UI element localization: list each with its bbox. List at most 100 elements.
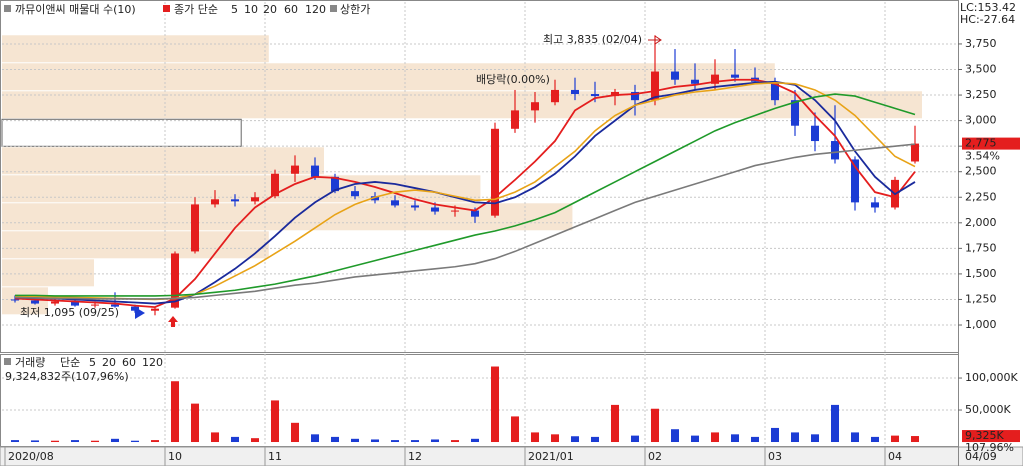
candle-body <box>671 71 679 80</box>
y-tick-label: 100,000K <box>965 371 1018 384</box>
candle-body <box>71 301 79 306</box>
candle-body <box>91 304 99 306</box>
legend-swatch <box>4 5 11 12</box>
candle-body <box>191 204 199 252</box>
volume-bar <box>51 440 59 443</box>
legend-entry: 20 <box>263 3 277 16</box>
volume-profile-bar <box>2 287 48 315</box>
volume-bar <box>351 438 359 443</box>
indicator: LC:153.42 <box>960 1 1016 14</box>
volume-bar <box>851 432 859 443</box>
candle-body <box>831 141 839 160</box>
volume-bar <box>291 422 299 443</box>
volume-profile-bar <box>2 35 269 63</box>
volume-profile-bar <box>2 259 94 287</box>
volume-title: 거래량 <box>15 356 45 369</box>
volume-bar <box>531 432 539 443</box>
volume-bar <box>451 440 459 443</box>
legend-swatch <box>4 358 11 365</box>
legend-swatch <box>163 5 170 12</box>
legend-swatch <box>330 5 337 12</box>
candle-body <box>211 199 219 205</box>
candle-body <box>551 89 559 103</box>
candle-body <box>11 299 19 301</box>
volume-bar <box>311 434 319 443</box>
candle-body <box>231 199 239 202</box>
volume-bar <box>871 436 879 443</box>
y-tick-label: 3,750 <box>965 37 997 50</box>
volume-bar <box>171 381 179 443</box>
volume-profile-bar <box>2 63 775 91</box>
volume-bar <box>731 434 739 443</box>
volume-bar <box>151 440 159 443</box>
volume-bar <box>811 434 819 443</box>
candle-body <box>391 200 399 206</box>
y-tick-label: 1,000 <box>965 318 997 331</box>
candle-body <box>351 191 359 197</box>
x-tick-label: 2020/08 <box>8 450 54 463</box>
candle-body <box>731 74 739 78</box>
x-tick-label: 10 <box>168 450 182 463</box>
y-tick-label: 1,750 <box>965 241 997 254</box>
candle-body <box>611 91 619 97</box>
indicator: HC:-27.64 <box>960 13 1015 26</box>
y-tick-label: 1,500 <box>965 267 997 280</box>
ratio-label: 107.96% <box>965 441 1014 454</box>
candle-body <box>31 300 39 304</box>
volume-profile-bar <box>2 91 922 119</box>
event-arrow <box>168 316 178 327</box>
volume-ma-label: 단순 <box>60 356 80 369</box>
legend-ma-label: 종가 단순 <box>174 3 218 16</box>
candle-body <box>171 253 179 308</box>
volume-bar <box>471 438 479 443</box>
candle-body <box>631 91 639 101</box>
volume-bar <box>11 440 19 443</box>
volume-bar <box>671 429 679 443</box>
volume-legend-entry: 5 <box>89 356 96 369</box>
volume-bar <box>411 440 419 443</box>
legend-entry: 5 <box>231 3 238 16</box>
y-tick-label: 3,500 <box>965 63 997 76</box>
annotation-arrow <box>135 307 145 319</box>
candle-body <box>311 165 319 177</box>
volume-bar <box>251 438 259 443</box>
volume-bar <box>271 400 279 443</box>
candle-body <box>851 159 859 203</box>
ma-line <box>14 80 916 305</box>
volume-bar <box>111 438 119 443</box>
volume-bar <box>751 436 759 443</box>
volume-bar <box>591 436 599 443</box>
last-volume-box <box>962 430 1020 443</box>
legend-entry: 10 <box>244 3 258 16</box>
last-close-box <box>962 137 1020 150</box>
annotation: 배당락(0.00%) <box>476 73 550 86</box>
last-date-label: 04/09 <box>965 450 997 463</box>
y-tick-label: 3,000 <box>965 114 997 127</box>
candle-body <box>491 128 499 216</box>
volume-bar <box>711 432 719 443</box>
candle-body <box>251 197 259 202</box>
volume-bar <box>331 436 339 443</box>
volume-bar <box>511 416 519 443</box>
x-tick-label: 03 <box>768 450 782 463</box>
volume-profile-bar <box>2 231 269 259</box>
volume-bar <box>691 435 699 443</box>
candle-body <box>111 304 119 307</box>
candle-body <box>791 100 799 126</box>
candle-body <box>271 173 279 197</box>
candle-body <box>431 207 439 212</box>
volume-legend-entry: 20 <box>102 356 116 369</box>
volume-bar <box>891 435 899 443</box>
volume-bar <box>31 440 39 443</box>
candle-body <box>531 102 539 111</box>
legend-entry: 120 <box>305 3 326 16</box>
volume-bar <box>791 432 799 443</box>
candle-body <box>451 210 459 212</box>
volume-bar <box>771 427 779 443</box>
y-tick-label: 2,500 <box>965 165 997 178</box>
candle-body <box>411 205 419 208</box>
volume-bar <box>91 440 99 443</box>
main-layer: 1,0001,2501,5001,7502,0002,2502,5002,750… <box>4 1 1020 466</box>
candle-body <box>331 176 339 192</box>
